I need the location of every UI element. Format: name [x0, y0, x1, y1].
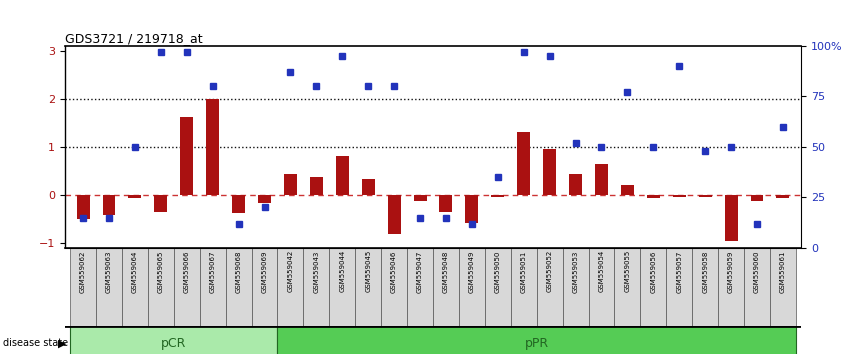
Bar [777, 195, 790, 198]
Text: pPR: pPR [525, 337, 549, 350]
Bar [517, 132, 530, 195]
Bar [336, 155, 349, 195]
Bar [206, 99, 219, 195]
Bar [284, 174, 297, 195]
Text: GDS3721 / 219718_at: GDS3721 / 219718_at [65, 32, 203, 45]
Bar [70, 326, 277, 354]
Bar [310, 177, 323, 195]
Bar [128, 195, 141, 198]
Text: pCR: pCR [161, 337, 186, 350]
Bar [751, 195, 764, 201]
Text: GSM559047: GSM559047 [417, 250, 423, 292]
Bar [303, 248, 329, 326]
Text: GSM559048: GSM559048 [443, 250, 449, 292]
Bar [174, 248, 200, 326]
Bar [569, 174, 582, 195]
Bar [329, 248, 355, 326]
Text: GSM559069: GSM559069 [262, 250, 268, 293]
Text: GSM559058: GSM559058 [702, 250, 708, 292]
Text: disease state: disease state [3, 338, 68, 348]
Bar [258, 195, 271, 202]
Text: ▶: ▶ [58, 338, 67, 348]
Bar [102, 195, 115, 215]
Bar [718, 248, 744, 326]
Bar [537, 248, 563, 326]
Bar [251, 248, 277, 326]
Text: GSM559059: GSM559059 [728, 250, 734, 292]
Bar [563, 248, 589, 326]
Bar [180, 116, 193, 195]
Text: GSM559050: GSM559050 [494, 250, 501, 292]
Text: GSM559051: GSM559051 [520, 250, 527, 292]
Text: GSM559068: GSM559068 [236, 250, 242, 293]
Bar [122, 248, 148, 326]
Bar [381, 248, 407, 326]
Text: GSM559061: GSM559061 [780, 250, 786, 293]
Bar [277, 248, 303, 326]
Bar [388, 195, 401, 234]
Bar [511, 248, 537, 326]
Bar [407, 248, 433, 326]
Bar [76, 195, 89, 219]
Bar [154, 195, 167, 212]
Text: GSM559052: GSM559052 [546, 250, 553, 292]
Bar [744, 248, 770, 326]
Bar [770, 248, 796, 326]
Bar [148, 248, 174, 326]
Text: GSM559044: GSM559044 [339, 250, 346, 292]
Bar [232, 195, 245, 213]
Text: GSM559062: GSM559062 [80, 250, 86, 292]
Text: GSM559053: GSM559053 [572, 250, 578, 292]
Text: GSM559043: GSM559043 [313, 250, 320, 292]
Text: GSM559066: GSM559066 [184, 250, 190, 293]
Bar [699, 195, 712, 197]
Bar [414, 195, 427, 201]
Text: GSM559046: GSM559046 [391, 250, 397, 292]
Bar [725, 195, 738, 241]
Bar [439, 195, 452, 212]
Bar [277, 326, 796, 354]
Bar [70, 248, 96, 326]
Text: GSM559064: GSM559064 [132, 250, 138, 292]
Text: GSM559049: GSM559049 [469, 250, 475, 292]
Bar [666, 248, 692, 326]
Bar [543, 149, 556, 195]
Bar [692, 248, 718, 326]
Bar [621, 185, 634, 195]
Text: GSM559042: GSM559042 [288, 250, 294, 292]
Text: GSM559056: GSM559056 [650, 250, 656, 292]
Bar [459, 248, 485, 326]
Bar [615, 248, 640, 326]
Bar [355, 248, 381, 326]
Text: GSM559045: GSM559045 [365, 250, 372, 292]
Text: GSM559060: GSM559060 [754, 250, 760, 293]
Bar [673, 195, 686, 197]
Bar [433, 248, 459, 326]
Bar [226, 248, 251, 326]
Text: GSM559054: GSM559054 [598, 250, 604, 292]
Text: GSM559055: GSM559055 [624, 250, 630, 292]
Text: GSM559065: GSM559065 [158, 250, 164, 292]
Text: GSM559067: GSM559067 [210, 250, 216, 293]
Bar [491, 195, 504, 197]
Text: GSM559057: GSM559057 [676, 250, 682, 292]
Bar [362, 179, 375, 195]
Bar [595, 164, 608, 195]
Bar [640, 248, 666, 326]
Bar [485, 248, 511, 326]
Bar [465, 195, 478, 223]
Bar [647, 195, 660, 198]
Bar [96, 248, 122, 326]
Bar [589, 248, 615, 326]
Text: GSM559063: GSM559063 [106, 250, 112, 293]
Bar [200, 248, 226, 326]
